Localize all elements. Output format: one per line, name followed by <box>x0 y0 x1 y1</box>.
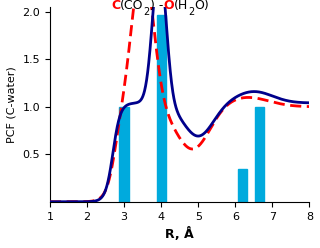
Bar <box>119 107 129 202</box>
X-axis label: R, Å: R, Å <box>165 227 194 241</box>
Text: (H: (H <box>174 0 188 12</box>
Bar <box>255 107 264 202</box>
Text: O): O) <box>194 0 209 12</box>
Bar <box>238 168 247 202</box>
Bar <box>156 15 166 202</box>
Y-axis label: PCF (C-water): PCF (C-water) <box>7 66 17 143</box>
Text: ) -: ) - <box>150 0 163 12</box>
Text: C: C <box>111 0 120 12</box>
Text: O: O <box>163 0 174 12</box>
Text: 2: 2 <box>144 7 150 17</box>
Text: 2: 2 <box>188 7 194 17</box>
Text: (CO: (CO <box>120 0 144 12</box>
